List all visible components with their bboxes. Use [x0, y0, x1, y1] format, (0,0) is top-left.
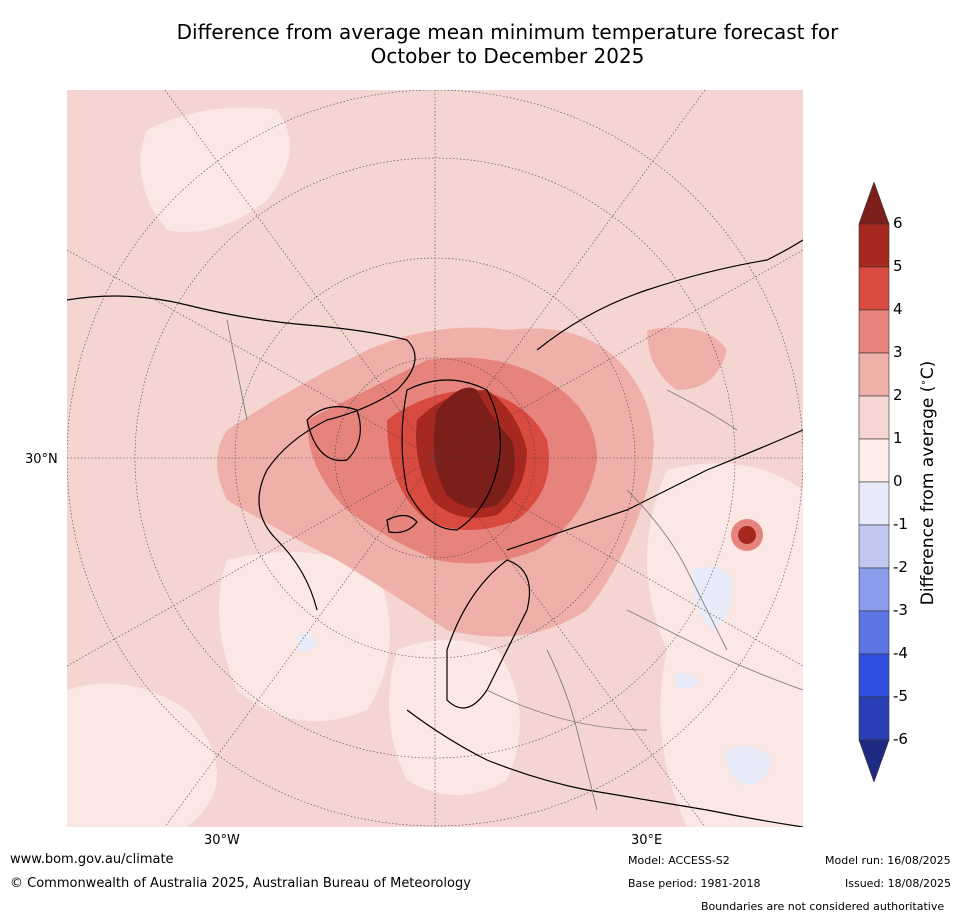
map-title: Difference from average mean minimum tem… [0, 20, 965, 68]
colorbar-bin [858, 481, 890, 526]
anomaly-cool-patch-2 [726, 746, 772, 785]
anomaly-zone-light-south [67, 683, 217, 827]
colorbar-tick-label: -5 [893, 687, 908, 705]
colorbar-bin [858, 352, 890, 397]
graticule [67, 90, 803, 827]
colorbar [858, 182, 890, 782]
colorbar-bin [858, 266, 890, 311]
model-label: Model: ACCESS-S2 [628, 854, 730, 867]
forecast-map[interactable] [67, 90, 803, 827]
lon-label-30w: 30°W [204, 833, 240, 848]
colorbar-tick-label: -4 [893, 644, 908, 662]
colorbar-bin [858, 610, 890, 655]
issued-label: Issued: 18/08/2025 [845, 877, 952, 890]
lon-label-30e: 30°E [631, 833, 663, 848]
coast-north-america [67, 295, 416, 611]
colorbar-tick-label: 1 [893, 429, 903, 447]
colorbar-bin [858, 696, 890, 741]
colorbar-title: Difference from average (∘C) [918, 360, 938, 606]
colorbar-bin [858, 524, 890, 569]
title-line-2: October to December 2025 [370, 44, 645, 68]
coast-arctic-islands [306, 406, 361, 462]
colorbar-bin [858, 653, 890, 698]
colorbar-tick-label: 2 [893, 386, 903, 404]
colorbar-bin [858, 438, 890, 483]
anomaly-zone-light-north [140, 107, 290, 232]
colorbar-bin [858, 395, 890, 440]
coast-siberia [536, 239, 803, 351]
coast-greenland [401, 379, 501, 531]
colorbar-bin [858, 567, 890, 612]
anomaly-cool-patch-4 [675, 673, 699, 689]
title-line-1: Difference from average mean minimum tem… [176, 20, 839, 44]
lat-label-30n: 30°N [25, 452, 58, 467]
anomaly-zone-2-3-east [647, 327, 727, 390]
disclaimer-text: Boundaries are not considered authoritat… [701, 900, 945, 913]
coast-scandinavia [446, 559, 531, 709]
map-svg [67, 90, 803, 827]
colorbar-tick-label: 3 [893, 343, 903, 361]
colorbar-bin-below [858, 739, 890, 782]
colorbar-bin [858, 223, 890, 268]
colorbar-bin [858, 309, 890, 354]
coast-eurasia [506, 429, 803, 551]
anomaly-cool-patch-1 [692, 566, 732, 630]
anomaly-zone-light-europe [389, 640, 520, 795]
colorbar-tick-label: -1 [893, 515, 908, 533]
coast-europe [406, 709, 803, 827]
anomaly-cool-patch-3 [297, 633, 317, 651]
colorbar-tick-label: -3 [893, 601, 908, 619]
coastlines [67, 239, 803, 827]
colorbar-tick-label: 0 [893, 472, 903, 490]
colorbar-tick-label: 4 [893, 300, 903, 318]
colorbar-tick-label: -2 [893, 558, 908, 576]
colorbar-bins [858, 182, 890, 782]
coast-iceland [386, 514, 418, 534]
colorbar-bin-above [858, 182, 890, 225]
website-link[interactable]: www.bom.gov.au/climate [10, 852, 174, 867]
base-period-label: Base period: 1981-2018 [628, 877, 761, 890]
anomaly-hotspot-east-core [738, 526, 756, 544]
colorbar-tick-label: -6 [893, 730, 908, 748]
copyright-text: © Commonwealth of Australia 2025, Austra… [10, 876, 471, 891]
colorbar-tick-label: 5 [893, 257, 903, 275]
model-run-label: Model run: 16/08/2025 [825, 854, 951, 867]
country-borders [226, 319, 803, 811]
colorbar-tick-label: 6 [893, 214, 903, 232]
